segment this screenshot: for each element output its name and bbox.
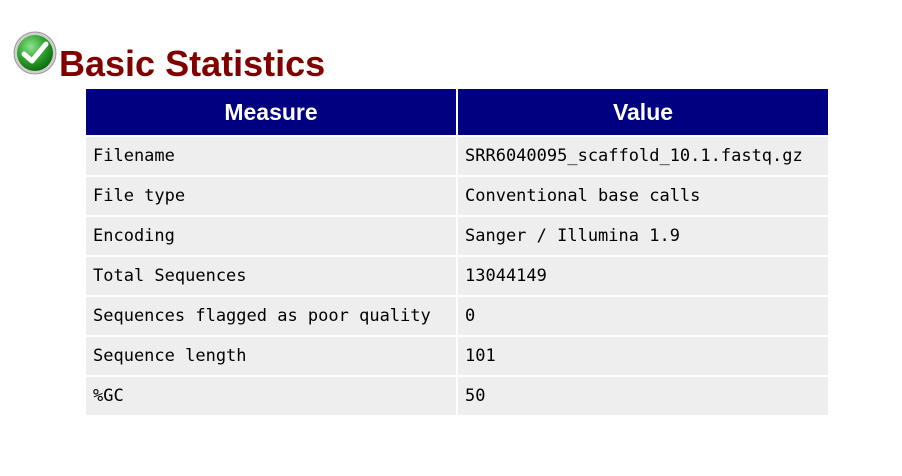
column-header-value: Value xyxy=(458,89,828,135)
table-row: %GC 50 xyxy=(86,377,828,415)
measure-cell: File type xyxy=(86,177,456,215)
measure-cell: Sequence length xyxy=(86,337,456,375)
page-title: Basic Statistics xyxy=(59,43,326,84)
measure-cell: %GC xyxy=(86,377,456,415)
table-row: Total Sequences 13044149 xyxy=(86,257,828,295)
measure-cell: Encoding xyxy=(86,217,456,255)
value-cell: Conventional base calls xyxy=(458,177,828,215)
table-row: Encoding Sanger / Illumina 1.9 xyxy=(86,217,828,255)
value-cell: SRR6040095_scaffold_10.1.fastq.gz xyxy=(458,137,828,175)
value-cell: 0 xyxy=(458,297,828,335)
value-cell: 13044149 xyxy=(458,257,828,295)
measure-cell: Total Sequences xyxy=(86,257,456,295)
basic-statistics-table: Measure Value Filename SRR6040095_scaffo… xyxy=(84,87,830,417)
table-row: Sequence length 101 xyxy=(86,337,828,375)
measure-cell: Sequences flagged as poor quality xyxy=(86,297,456,335)
measure-cell: Filename xyxy=(86,137,456,175)
value-cell: Sanger / Illumina 1.9 xyxy=(458,217,828,255)
check-circle-icon xyxy=(12,30,58,76)
value-cell: 50 xyxy=(458,377,828,415)
table-row: Sequences flagged as poor quality 0 xyxy=(86,297,828,335)
table-row: Filename SRR6040095_scaffold_10.1.fastq.… xyxy=(86,137,828,175)
column-header-measure: Measure xyxy=(86,89,456,135)
value-cell: 101 xyxy=(458,337,828,375)
table-header-row: Measure Value xyxy=(86,89,828,135)
table-row: File type Conventional base calls xyxy=(86,177,828,215)
